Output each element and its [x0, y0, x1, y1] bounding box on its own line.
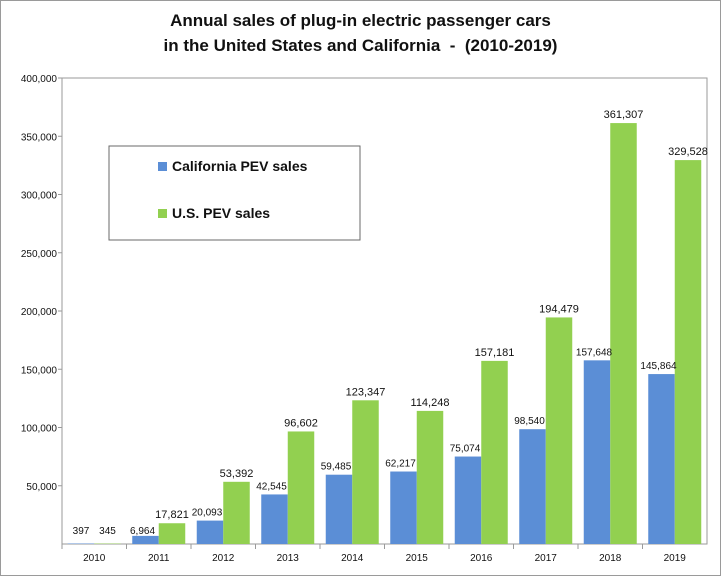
data-label-us: 96,602 [284, 417, 318, 429]
bar-california [132, 535, 159, 544]
data-label-us: 157,181 [475, 347, 515, 359]
x-tick-label: 2014 [341, 553, 364, 564]
bars-group [67, 123, 702, 545]
data-label-us: 123,347 [346, 386, 386, 398]
data-label-california: 98,540 [514, 416, 545, 427]
data-label-california: 75,074 [450, 444, 481, 455]
y-tick-label: 250,000 [21, 249, 58, 260]
bar-us [416, 410, 444, 544]
y-axis: 50,000 100,000 150,000 200,000 250,000 300,00… [21, 74, 62, 493]
bar-us [481, 360, 508, 544]
data-label-us: 114,248 [411, 397, 450, 409]
data-label-california: 20,093 [192, 508, 223, 519]
legend-swatch-us [158, 209, 167, 218]
bar-us [674, 160, 702, 544]
bar-us [223, 481, 250, 544]
bar-california [196, 520, 224, 544]
x-tick-label: 2013 [277, 553, 300, 564]
y-tick-label: 150,000 [21, 365, 58, 376]
legend-box [108, 145, 361, 241]
legend-label-california: California PEV sales [172, 158, 308, 174]
bar-california [519, 429, 546, 544]
data-label-us: 194,479 [539, 303, 579, 315]
y-tick-label: 350,000 [21, 132, 58, 143]
bar-california [390, 471, 417, 544]
x-tick-label: 2019 [664, 553, 687, 564]
legend-label-us: U.S. PEV sales [172, 205, 270, 221]
data-label-us: 361,307 [604, 109, 644, 121]
x-tick-label: 2012 [212, 553, 235, 564]
bar-us [158, 523, 186, 544]
x-tick-label: 2010 [83, 553, 106, 564]
y-tick-label: 50,000 [26, 482, 57, 493]
data-label-us: 345 [99, 526, 116, 537]
bar-us [610, 123, 637, 545]
data-label-california: 397 [73, 526, 90, 537]
x-tick-label: 2015 [406, 553, 429, 564]
legend: California PEV sales U.S. PEV sales [108, 145, 361, 241]
bar-california [325, 474, 353, 544]
chart-title: Annual sales of plug-in electric passeng… [0, 8, 721, 58]
legend-swatch-california [158, 162, 167, 171]
data-label-california: 42,545 [256, 481, 287, 492]
y-tick-label: 300,000 [21, 191, 58, 202]
bar-us [287, 431, 315, 544]
data-label-california: 6,964 [130, 526, 155, 537]
bar-california [261, 494, 288, 544]
data-label-us: 17,821 [155, 509, 189, 521]
y-tick-label: 400,000 [21, 74, 58, 85]
y-tick-label: 200,000 [21, 307, 58, 318]
x-tick-label: 2011 [148, 553, 170, 564]
bar-us [352, 400, 379, 544]
data-label-california: 62,217 [385, 459, 416, 470]
bar-california [583, 360, 611, 544]
data-label-california: 145,864 [640, 361, 677, 372]
data-label-california: 59,485 [321, 462, 352, 473]
bar-us [545, 317, 573, 544]
bar-california [648, 374, 675, 544]
chart-title-line2: in the United States and California - (2… [163, 36, 558, 55]
x-axis: 2010 2011 2012 2013 2014 2015 2016 2017 2018 2019 [61, 544, 687, 564]
bar-california [454, 456, 482, 544]
data-label-us: 329,528 [668, 146, 708, 158]
chart-title-line1: Annual sales of plug-in electric passeng… [170, 11, 551, 30]
y-tick-label: 100,000 [21, 424, 58, 435]
data-label-california: 157,648 [576, 347, 613, 358]
x-tick-label: 2018 [599, 553, 622, 564]
x-tick-label: 2017 [535, 553, 558, 564]
data-label-us: 53,392 [220, 468, 254, 480]
x-tick-label: 2016 [470, 553, 493, 564]
